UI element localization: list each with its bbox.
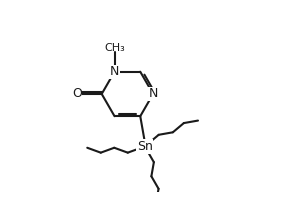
Text: Sn: Sn	[137, 140, 153, 153]
Text: CH₃: CH₃	[104, 43, 125, 53]
Text: N: N	[110, 65, 119, 78]
Text: N: N	[149, 87, 158, 100]
Text: O: O	[72, 87, 82, 100]
